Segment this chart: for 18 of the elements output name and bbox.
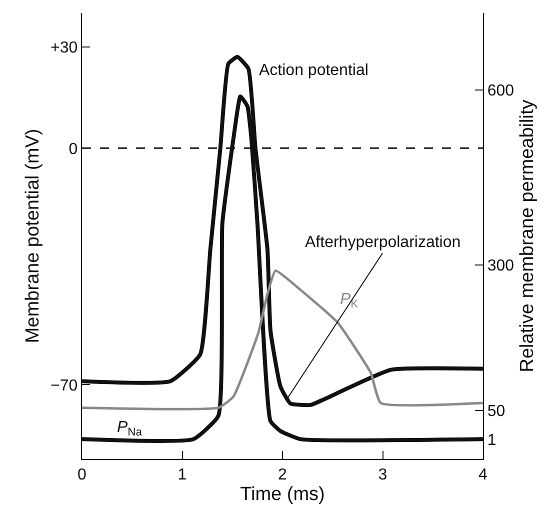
y2-axis-title: Relative membrane permeability xyxy=(516,99,538,372)
y2-tick-label: 300 xyxy=(487,257,514,274)
y-axis-title: Membrane potential (mV) xyxy=(22,128,44,344)
x-tick-label: 2 xyxy=(278,466,288,484)
y-tick-label: 0 xyxy=(68,140,78,158)
y2-tick-label: 600 xyxy=(487,82,514,100)
series-label: Action potential xyxy=(259,62,368,79)
y-tick-label: +30 xyxy=(50,39,78,56)
series-label: P$_{Na}$ xyxy=(117,419,143,438)
y2-tick-label: 50 xyxy=(487,403,506,420)
x-tick-label: 3 xyxy=(378,466,388,484)
y-tick-label: −70 xyxy=(50,377,78,394)
x-axis-title: Time (ms) xyxy=(240,484,325,506)
annotation: Afterhyperpolarization xyxy=(305,234,461,251)
y2-tick-label: 1 xyxy=(487,432,496,449)
series-label: P$_{K}$ xyxy=(340,291,359,310)
x-tick-label: 4 xyxy=(478,466,488,484)
x-tick-label: 1 xyxy=(178,466,187,484)
